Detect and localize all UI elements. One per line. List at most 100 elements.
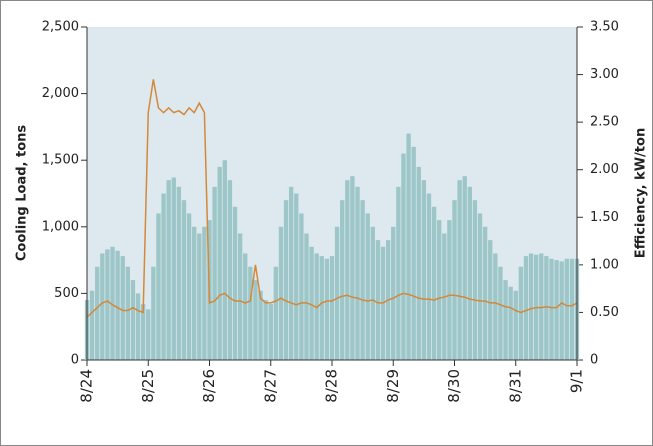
x-tick-label: 8/31 [506,369,524,403]
bar [467,186,472,360]
bar [161,193,166,360]
bar [340,200,345,360]
bar [554,260,559,360]
bar [263,300,268,360]
bar [248,266,253,360]
y2-tick-label: 1.50 [590,210,619,225]
bar [472,200,478,360]
bar [528,253,534,360]
bar [95,266,100,360]
bar [100,253,105,360]
x-tick-label: 8/24 [78,369,96,403]
bar [365,213,370,360]
bar [421,180,427,360]
bar [416,166,421,360]
bar [329,256,335,360]
x-tick-label: 9/1 [568,369,586,393]
y-tick-label: 0 [71,353,79,368]
y2-tick-label: 2.50 [590,115,619,130]
bar [334,226,340,360]
bar [431,206,437,360]
bar [110,246,115,360]
bar [258,290,263,360]
bar [391,226,396,360]
bar [503,280,508,360]
y2-tick-label: 2.00 [590,162,619,177]
bar [283,200,289,360]
bar [544,256,549,360]
y2-tick-label: 1.00 [590,257,619,272]
bar [146,309,151,360]
x-tick-label: 8/25 [139,369,157,403]
bar [181,200,187,360]
bar [237,233,243,360]
bar [202,226,207,360]
x-tick-label: 8/28 [323,369,341,403]
bar [447,220,452,360]
y-tick-label: 500 [54,286,79,301]
bar [268,304,273,360]
bar [115,250,120,360]
bar [355,186,360,360]
bar [498,266,503,360]
bar [488,240,493,360]
y2-tick-label: 3.50 [590,20,619,35]
bar [437,220,442,360]
bar [452,200,457,360]
bar [140,304,146,360]
bar [176,186,182,360]
bar [105,249,110,360]
bar [493,253,498,360]
bar [304,233,309,360]
bar [477,213,483,360]
bar [212,186,217,360]
y2-tick-label: 3.00 [590,67,619,82]
bar [539,253,544,360]
bar [135,293,141,360]
y-tick-label: 2,500 [42,20,79,35]
bar [125,266,131,360]
bar [227,180,233,360]
bar [569,258,575,360]
bar [457,180,462,360]
bar [166,180,171,360]
y-tick-label: 1,000 [42,219,79,234]
bar [288,186,294,360]
bar [360,200,365,360]
bar [171,177,176,360]
y2-tick-label: 0 [590,353,598,368]
y-tick-label: 1,500 [42,153,79,168]
bar [278,226,284,360]
bar [401,153,406,360]
bar [350,176,355,360]
bar [345,180,350,360]
bar [309,246,314,360]
line [86,79,578,318]
bar [186,213,192,360]
bar [120,256,125,360]
bar [426,193,432,360]
bar [482,226,488,360]
bar [273,266,279,360]
bar [232,206,238,360]
bar [243,253,248,360]
bar [411,146,416,360]
bar [370,226,376,360]
y2-tick-label: 0.50 [590,305,619,320]
bar [294,193,299,360]
bar [192,226,197,360]
bar [253,280,258,360]
bar [508,286,513,360]
y-tick-label: 2,000 [42,86,79,101]
bar [324,258,330,360]
bar [217,166,222,360]
bar [462,176,467,360]
y2-axis-title: Efficiency, kW/ton [634,128,649,258]
bar [151,266,156,360]
x-tick-label: 8/27 [261,369,279,403]
bar [156,213,161,360]
x-tick-label: 8/29 [384,369,402,403]
bar [375,240,381,360]
